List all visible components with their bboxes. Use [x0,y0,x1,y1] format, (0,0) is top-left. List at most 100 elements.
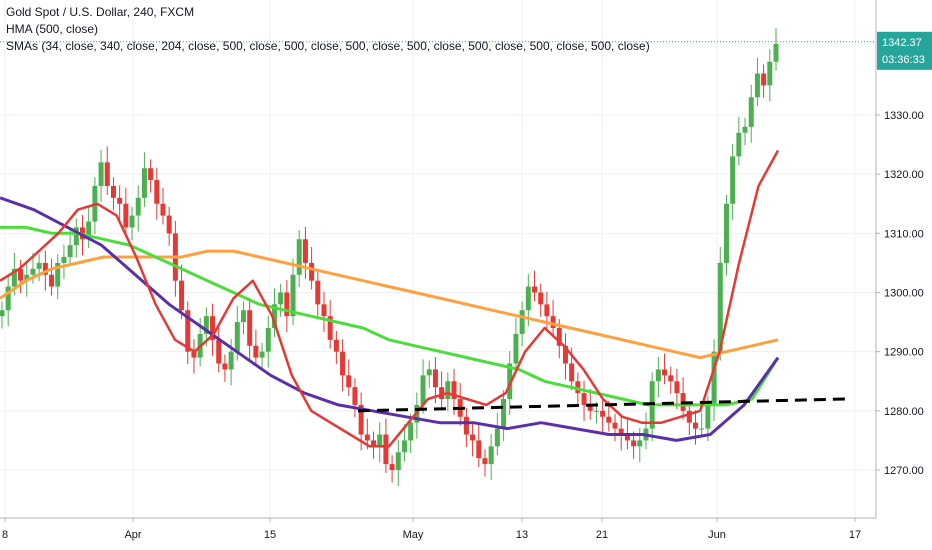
candle-body [333,339,339,352]
candle-body [742,126,748,133]
candle-body [463,416,469,435]
sma-fast-line [0,149,780,448]
candle-body [278,292,284,305]
sma-slow-line [0,249,779,360]
candle-body [674,381,680,394]
candle-body [222,363,228,370]
candle-body [154,180,160,204]
candle-body [73,227,79,246]
candle-body [501,399,507,429]
candle-body [346,375,352,388]
candle-body [587,404,593,411]
candle-body [445,381,451,399]
time-tick-label: 21 [596,529,608,541]
price-tick-label: 1330.00 [884,110,924,122]
candle-body [265,328,271,352]
candle-body [432,369,438,388]
time-tick-label: Jun [708,529,726,541]
candle-body [494,428,500,447]
candle-body [302,239,308,263]
candle-body [30,268,36,275]
legend-hma[interactable]: HMA (500, close) [6,22,99,36]
candle-body [426,369,432,376]
candle-body [135,197,141,216]
hma-line [0,196,780,442]
price-tick-label: 1270.00 [884,465,924,477]
candle-body [507,363,513,399]
candle-body [699,428,705,430]
candle-body [723,203,729,263]
candle-body [340,351,346,376]
candle-body [86,221,92,240]
time-tick-label: 17 [849,529,861,541]
candle-body [24,274,30,281]
trend-line [357,397,849,413]
candle-body [389,464,395,470]
candle-body [61,257,67,263]
candle-body [203,316,209,334]
candle-body [247,310,253,346]
candle-body [290,274,296,317]
candle-body [185,310,191,352]
candle-body [717,262,723,352]
candle-body [271,304,277,328]
candle-body [234,322,240,352]
candle-body [761,73,767,86]
candle-body [538,292,544,305]
candle-body [662,369,668,376]
candle-body [216,339,222,364]
candle-body [117,197,123,204]
candle-body [767,61,773,86]
candle-body [129,215,135,228]
last-price-value: 1342.37 [882,37,922,49]
candle-body [631,440,637,447]
candle-body [439,387,445,399]
candle-body [327,316,333,340]
candle-body [296,239,302,275]
candle-body [637,440,643,447]
candle-body [284,292,290,317]
candle-body [191,351,197,358]
candle-body [395,452,401,470]
candle-body [736,132,742,157]
candle-body [550,316,556,328]
candle-body [401,440,407,453]
candle-body [600,410,606,417]
candle-body [377,434,383,447]
candle-body [569,363,575,382]
legend-title[interactable]: Gold Spot / U.S. Dollar, 240, FXCM [6,5,195,19]
bar-countdown: 03:36:33 [882,54,925,66]
candle-body [482,458,488,465]
candle-body [67,245,73,257]
candle-body [513,333,519,364]
candle-body [228,351,234,370]
candle-body [730,156,736,204]
candle-body [49,274,55,287]
candle-body [55,262,61,287]
candle-body [705,404,711,429]
candle-body [606,416,612,423]
candle-body [364,434,370,441]
candle-body [655,369,661,382]
candle-body [0,310,5,317]
candle-body [98,162,104,186]
candle-body [470,434,476,441]
candle-body [210,316,216,340]
candle-body [104,162,110,186]
candle-body [110,186,116,198]
candle-body [668,375,674,382]
candle-body [253,345,259,358]
candle-body [525,286,531,311]
candle-body [624,434,630,441]
legend-smas[interactable]: SMAs (34, close, 340, close, 204, close,… [6,39,650,53]
candle-body [259,351,265,358]
price-tick-label: 1320.00 [884,169,924,181]
sma-mid-line [0,225,780,407]
candle-body [618,428,624,435]
candle-body [686,410,692,423]
candle-body [166,215,172,234]
time-tick-label: 8 [2,529,8,541]
chart-legend: Gold Spot / U.S. Dollar, 240, FXCM HMA (… [6,4,650,55]
